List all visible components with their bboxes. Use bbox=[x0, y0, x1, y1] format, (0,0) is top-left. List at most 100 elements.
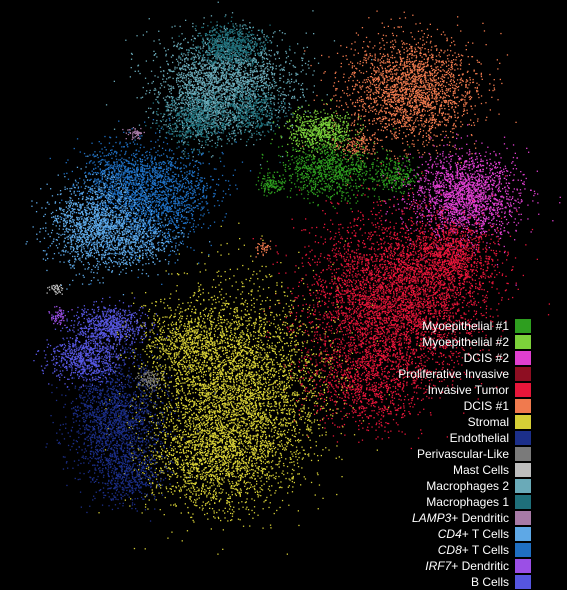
scatter-point bbox=[222, 66, 224, 68]
scatter-point bbox=[235, 81, 238, 83]
scatter-point bbox=[249, 102, 251, 105]
scatter-point bbox=[219, 58, 221, 60]
scatter-point bbox=[248, 48, 251, 50]
scatter-point bbox=[158, 102, 160, 104]
scatter-point bbox=[186, 84, 188, 86]
scatter-point bbox=[207, 44, 210, 47]
scatter-point bbox=[225, 72, 227, 75]
scatter-point bbox=[184, 132, 186, 134]
scatter-point bbox=[251, 77, 253, 79]
scatter-point bbox=[234, 169, 236, 171]
scatter-point bbox=[152, 112, 154, 114]
scatter-point bbox=[234, 97, 236, 100]
scatter-point bbox=[245, 108, 248, 110]
scatter-point bbox=[196, 116, 199, 119]
scatter-point bbox=[155, 98, 157, 101]
scatter-point bbox=[270, 112, 272, 114]
scatter-point bbox=[198, 115, 200, 117]
scatter-point bbox=[211, 97, 213, 99]
scatter-point bbox=[185, 54, 187, 56]
scatter-point bbox=[275, 84, 278, 87]
scatter-point bbox=[221, 46, 223, 49]
scatter-point bbox=[240, 59, 242, 61]
scatter-point bbox=[252, 27, 254, 29]
scatter-point bbox=[134, 70, 136, 72]
scatter-point bbox=[238, 44, 241, 46]
scatter-point bbox=[219, 127, 221, 130]
scatter-point bbox=[202, 84, 204, 86]
scatter-point bbox=[250, 65, 252, 67]
scatter-point bbox=[245, 72, 247, 74]
scatter-point bbox=[177, 96, 179, 99]
scatter-point bbox=[261, 56, 264, 58]
scatter-point bbox=[239, 62, 241, 64]
scatter-point bbox=[285, 122, 287, 125]
scatter-point bbox=[201, 82, 204, 85]
scatter-point bbox=[219, 64, 221, 66]
scatter-point bbox=[262, 84, 264, 87]
scatter-point bbox=[244, 105, 246, 107]
scatter-point bbox=[197, 83, 199, 85]
scatter-point bbox=[247, 87, 249, 89]
scatter-point bbox=[290, 81, 293, 83]
scatter-point bbox=[214, 93, 216, 95]
scatter-point bbox=[194, 86, 196, 89]
scatter-point bbox=[154, 54, 156, 56]
scatter-point bbox=[309, 112, 311, 114]
scatter-point bbox=[248, 62, 250, 65]
scatter-point bbox=[240, 35, 242, 38]
scatter-point bbox=[242, 91, 244, 93]
scatter-point bbox=[262, 102, 265, 104]
scatter-point bbox=[221, 72, 223, 74]
scatter-point bbox=[202, 132, 204, 134]
scatter-point bbox=[216, 97, 218, 99]
scatter-point bbox=[229, 89, 231, 91]
scatter-point bbox=[260, 122, 262, 124]
scatter-point bbox=[229, 46, 231, 48]
scatter-point bbox=[202, 68, 204, 70]
scatter-point bbox=[202, 77, 204, 80]
scatter-point bbox=[263, 71, 266, 73]
scatter-point bbox=[253, 144, 255, 146]
scatter-point bbox=[159, 130, 161, 132]
scatter-point bbox=[266, 104, 268, 106]
scatter-point bbox=[219, 79, 221, 81]
scatter-point bbox=[199, 152, 201, 154]
scatter-point bbox=[173, 104, 176, 106]
scatter-point bbox=[189, 112, 191, 114]
scatter-point bbox=[242, 63, 244, 65]
scatter-point bbox=[210, 110, 212, 113]
scatter-point bbox=[288, 74, 291, 76]
scatter-point bbox=[188, 120, 190, 123]
scatter-point bbox=[249, 94, 251, 96]
scatter-point bbox=[202, 66, 204, 68]
scatter-point bbox=[193, 59, 195, 62]
scatter-point bbox=[234, 46, 237, 48]
scatter-point bbox=[205, 85, 207, 87]
scatter-point bbox=[253, 115, 255, 117]
scatter-point bbox=[191, 66, 193, 69]
scatter-point bbox=[199, 101, 201, 103]
scatter-point bbox=[196, 96, 199, 98]
scatter-point bbox=[229, 30, 231, 32]
scatter-point bbox=[220, 113, 222, 115]
scatter-point bbox=[167, 84, 169, 86]
scatter-point bbox=[192, 131, 194, 133]
scatter-point bbox=[259, 55, 261, 57]
scatter-point bbox=[140, 97, 142, 99]
scatter-point bbox=[247, 65, 249, 67]
scatter-point bbox=[176, 77, 178, 79]
scatter-point bbox=[208, 119, 210, 121]
scatter-point bbox=[124, 152, 127, 154]
scatter-point bbox=[226, 81, 228, 84]
scatter-point bbox=[186, 127, 189, 129]
scatter-point bbox=[209, 93, 211, 95]
scatter-point bbox=[300, 84, 302, 86]
scatter-point bbox=[187, 93, 189, 95]
scatter-point bbox=[184, 69, 187, 71]
scatter-point bbox=[266, 114, 268, 117]
scatter-point bbox=[176, 119, 178, 122]
scatter-point bbox=[244, 129, 247, 131]
scatter-point bbox=[201, 129, 203, 131]
scatter-point bbox=[263, 50, 266, 52]
